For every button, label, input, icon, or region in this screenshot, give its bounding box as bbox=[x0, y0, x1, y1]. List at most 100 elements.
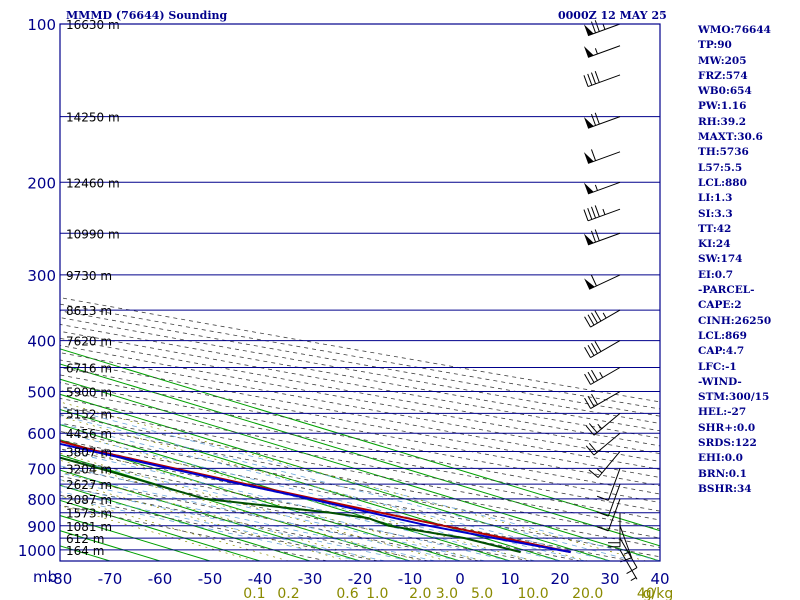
barb-flag bbox=[591, 369, 598, 381]
index-item: FRZ:574 bbox=[698, 69, 748, 82]
barb-staff bbox=[597, 451, 621, 478]
mixing-ratio-unit: g/kg bbox=[643, 586, 674, 600]
height-label: 9730 m bbox=[66, 269, 112, 283]
barb-staff bbox=[590, 309, 621, 328]
wind-barb bbox=[583, 112, 621, 129]
barb-half-flag bbox=[602, 312, 607, 319]
mixing-ratio-line bbox=[60, 401, 646, 561]
barb-staff bbox=[619, 537, 638, 568]
barb-staff bbox=[619, 549, 638, 580]
index-item: BRN:0.1 bbox=[698, 467, 747, 480]
mixing-ratio-tick: 5.0 bbox=[471, 586, 493, 600]
moist-adiabat-line bbox=[60, 440, 561, 561]
barb-half-flag bbox=[602, 23, 606, 30]
barb-flag bbox=[590, 72, 597, 85]
index-item: SHR+:0.0 bbox=[698, 421, 756, 434]
pressure-tick: 200 bbox=[27, 174, 56, 192]
height-label: 5900 m bbox=[66, 386, 112, 400]
index-item: PW:1.16 bbox=[698, 100, 747, 113]
index-item: WMO:76644 bbox=[698, 24, 771, 36]
barb-staff bbox=[588, 274, 621, 290]
y-unit-label: mb bbox=[33, 568, 57, 586]
barb-flag bbox=[584, 346, 591, 358]
barb-flag bbox=[587, 395, 595, 407]
index-item: TT:42 bbox=[698, 222, 732, 235]
barb-flag bbox=[590, 149, 597, 161]
mixing-ratio-tick: 10.0 bbox=[517, 586, 548, 600]
temperature-tick: -30 bbox=[298, 570, 323, 588]
temperature-tick: -70 bbox=[98, 570, 123, 588]
barb-flag bbox=[590, 274, 597, 287]
temperature-tick: 30 bbox=[600, 570, 619, 588]
isotherm-line bbox=[60, 408, 561, 561]
barb-flag bbox=[587, 73, 593, 86]
barb-flag bbox=[596, 526, 609, 532]
height-label: 5152 m bbox=[66, 407, 112, 421]
temperature-line bbox=[60, 440, 571, 554]
barb-staff bbox=[593, 432, 621, 456]
barb-half-flag bbox=[597, 423, 602, 430]
mixing-ratio-tick: 3.0 bbox=[436, 586, 458, 600]
dry-adiabat-line bbox=[60, 466, 530, 561]
height-label: 2087 m bbox=[66, 493, 112, 507]
pressure-tick: 800 bbox=[27, 491, 56, 509]
isotherm-line bbox=[60, 439, 461, 561]
barb-half-flag bbox=[630, 577, 637, 582]
barb-flag bbox=[594, 112, 600, 125]
wind-barb bbox=[583, 149, 621, 164]
barb-flag bbox=[588, 423, 598, 433]
mixing-ratio-tick: 0.6 bbox=[336, 586, 358, 600]
parcel-line bbox=[60, 442, 571, 554]
wind-barb bbox=[596, 483, 621, 517]
sounding-time: 0000Z 12 MAY 25 bbox=[558, 9, 667, 22]
dry-adiabat-line bbox=[60, 485, 429, 561]
barb-pennant bbox=[583, 152, 594, 164]
station-title: MMMD (76644) Sounding bbox=[66, 9, 228, 22]
barb-flag bbox=[594, 229, 600, 241]
temperature-tick: 10 bbox=[500, 570, 519, 588]
barb-half-flag bbox=[599, 372, 604, 378]
barb-half-flag bbox=[594, 184, 598, 191]
temperature-tick: -40 bbox=[248, 570, 273, 588]
index-item: HEL:-27 bbox=[698, 406, 747, 419]
dewpoint-line bbox=[60, 456, 521, 554]
index-item: RH:39.2 bbox=[698, 115, 747, 128]
index-item: LI:1.3 bbox=[698, 192, 733, 205]
index-item: L57:5.5 bbox=[698, 161, 743, 174]
indices-panel: WMO:76644 TP:90 MW:205 FRZ:574 WB0:654 PW:1.1… bbox=[698, 23, 771, 497]
barb-flag bbox=[596, 495, 609, 501]
barb-flag bbox=[588, 442, 598, 453]
index-item: LCL:880 bbox=[698, 176, 747, 189]
pressure-tick: 500 bbox=[27, 384, 56, 402]
barb-flag bbox=[587, 344, 595, 356]
wind-barb bbox=[583, 205, 621, 222]
barb-staff bbox=[587, 74, 621, 88]
index-item: TP:90 bbox=[698, 39, 732, 52]
barb-flag bbox=[584, 316, 591, 328]
dry-adiabat-line bbox=[60, 494, 378, 561]
pressure-tick: 400 bbox=[27, 333, 56, 351]
dry-adiabat-line bbox=[60, 431, 660, 548]
temperature-tick: -80 bbox=[48, 570, 73, 588]
barb-staff bbox=[587, 45, 621, 58]
isotherm-line bbox=[60, 469, 361, 561]
barb-flag bbox=[594, 205, 600, 217]
wind-barb bbox=[584, 367, 621, 385]
index-item: KI:24 bbox=[698, 238, 731, 251]
mixing-ratio-tick: 1.0 bbox=[366, 586, 388, 600]
index-item: SRDS:122 bbox=[698, 437, 757, 450]
height-label: 4456 m bbox=[66, 427, 112, 441]
isotherm-line bbox=[60, 378, 660, 561]
barb-staff bbox=[593, 412, 621, 436]
index-item: CAPE:2 bbox=[698, 299, 742, 312]
barb-flag bbox=[594, 340, 602, 352]
wind-barbs bbox=[583, 20, 638, 582]
wind-barb bbox=[619, 537, 638, 575]
height-label: 612 m bbox=[66, 532, 104, 546]
barb-flag bbox=[591, 312, 598, 324]
barb-flag bbox=[585, 425, 595, 436]
height-label: 6716 m bbox=[66, 361, 112, 375]
isotherm-line bbox=[60, 454, 411, 561]
index-item: WB0:654 bbox=[698, 85, 752, 98]
